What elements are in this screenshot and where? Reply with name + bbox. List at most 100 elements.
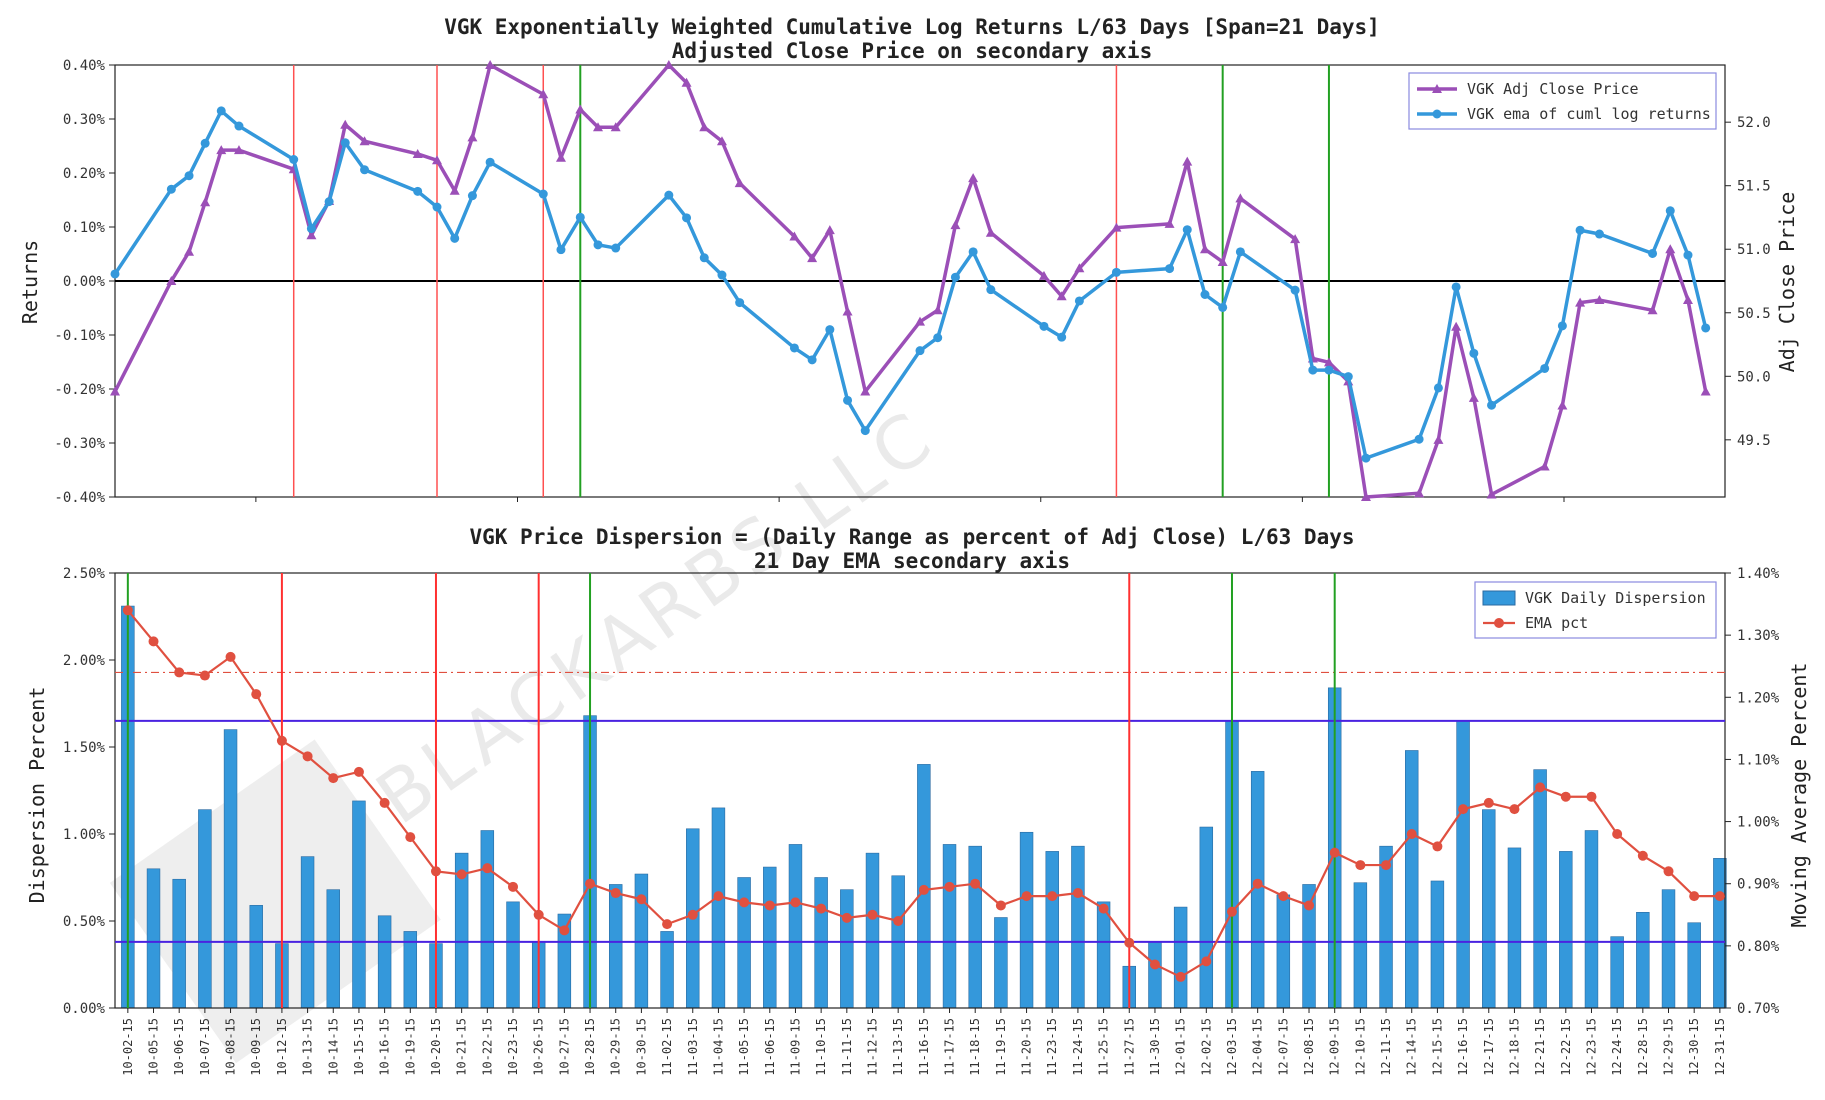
top-y-tick-label: 0.40% (63, 58, 106, 74)
ema-returns-data-point (789, 343, 799, 353)
bottom-x-tick-label: 12-18-15 (1507, 1018, 1521, 1076)
bottom-x-tick-label: 11-30-15 (1148, 1018, 1162, 1076)
price-data-point (1468, 392, 1479, 402)
bottom-y-tick-label: 2.00% (63, 653, 106, 669)
ema-returns-data-point (593, 240, 603, 250)
price-data-point (538, 89, 549, 99)
ema-returns-data-point (1701, 323, 1711, 333)
ema-pct-data-point (1509, 804, 1520, 815)
watermark: BLACKARBS LLC (109, 393, 950, 1064)
dispersion-bar (1456, 720, 1470, 1009)
dispersion-bar (1405, 750, 1419, 1009)
bottom-x-tick-label: 12-29-15 (1662, 1018, 1676, 1076)
price-data-point (968, 173, 979, 183)
dispersion-bar (1661, 889, 1676, 1009)
ema-returns-data-point (915, 346, 925, 356)
bottom-x-tick-label: 11-23-15 (1045, 1018, 1059, 1076)
top-y-tick-label: -0.20% (54, 382, 105, 398)
ema-returns-data-point (1665, 206, 1675, 216)
ema-pct-data-point (482, 863, 493, 874)
ema-pct-data-point (1355, 860, 1366, 871)
ema-pct-data-point (1304, 900, 1315, 911)
top-legend-label: VGK Adj Close Price (1467, 80, 1639, 98)
ema-pct-data-point (1252, 878, 1263, 889)
price-data-point (1111, 222, 1122, 232)
ema-returns-data-point (1361, 453, 1371, 463)
bottom-legend-label: EMA pct (1525, 614, 1588, 632)
dispersion-bar (1045, 851, 1059, 1009)
price-data-point (1700, 386, 1711, 396)
top-y2-tick-label: 51.5 (1737, 179, 1771, 195)
ema-returns-data-point (968, 247, 978, 257)
price-data-point (663, 60, 674, 69)
price-data-point (412, 148, 423, 158)
ema-pct-data-point (687, 909, 698, 920)
ema-returns-data-point (556, 245, 566, 255)
top-chart-subtitle: Adjusted Close Price on secondary axis (672, 39, 1152, 63)
top-y2-tick-label: 50.0 (1737, 369, 1771, 385)
ema-pct-data-point (1560, 791, 1571, 802)
ema-pct-data-point (893, 916, 904, 926)
bottom-x-tick-label: 10-07-15 (198, 1018, 212, 1076)
bottom-x-tick-label: 12-04-15 (1251, 1018, 1265, 1076)
price-data-point (610, 122, 621, 132)
bottom-x-tick-label: 12-08-15 (1302, 1018, 1316, 1076)
dispersion-bar (326, 889, 340, 1009)
bottom-x-tick-label: 10-22-15 (480, 1018, 494, 1076)
top-y2-tick-label: 51.0 (1737, 242, 1771, 258)
price-data-point (575, 104, 586, 114)
ema-returns-data-point (1039, 321, 1049, 331)
bottom-y2-tick-label: 1.00% (1737, 815, 1780, 831)
bottom-x-tick-label: 12-30-15 (1687, 1018, 1701, 1076)
price-data-point (950, 220, 961, 230)
bottom-x-tick-label: 12-17-15 (1482, 1018, 1496, 1076)
ema-returns-data-point (1165, 264, 1175, 274)
bottom-x-tick-label: 11-09-15 (788, 1018, 802, 1076)
ema-returns-data-point (682, 213, 692, 223)
ema-returns-data-point (1111, 267, 1121, 277)
bottom-x-tick-label: 11-06-15 (763, 1018, 777, 1076)
dispersion-bar (1019, 831, 1034, 1009)
price-data-point (789, 231, 800, 241)
bottom-y-axis-label: Dispersion Percent (25, 687, 49, 904)
ema-pct-data-point (1714, 891, 1725, 902)
ema-returns-data-point (1182, 225, 1192, 235)
ema-pct-data-point (1021, 891, 1032, 902)
ema-pct-data-point (636, 894, 647, 905)
top-y-tick-label: 0.30% (63, 112, 106, 128)
price-data-point (681, 77, 692, 87)
ema-pct-data-point (1381, 860, 1392, 871)
bottom-x-tick-label: 10-21-15 (455, 1018, 469, 1076)
ema-pct-data-point (1483, 797, 1494, 808)
top-chart-title: VGK Exponentially Weighted Cumulative Lo… (444, 15, 1380, 39)
price-data-point (233, 145, 244, 155)
dispersion-bar (1713, 858, 1727, 1009)
bottom-x-tick-label: 11-13-15 (891, 1018, 905, 1076)
bottom-x-tick-label: 11-10-15 (814, 1018, 828, 1076)
dispersion-bar (1610, 936, 1624, 1009)
ema-pct-data-point (174, 667, 185, 678)
price-data-point (359, 136, 370, 146)
ema-returns-data-point (1414, 434, 1424, 444)
bottom-x-tick-label: 10-12-15 (275, 1018, 289, 1076)
price-data-point (842, 306, 853, 316)
bottom-y2-tick-label: 0.80% (1737, 939, 1780, 955)
bottom-x-tick-label: 10-26-15 (532, 1018, 546, 1076)
bottom-x-tick-label: 11-11-15 (840, 1018, 854, 1076)
bottom-x-tick-label: 10-29-15 (609, 1018, 623, 1076)
bottom-x-tick-label: 10-08-15 (224, 1018, 238, 1076)
ema-returns-data-point (1451, 282, 1461, 292)
bottom-x-tick-label: 12-21-15 (1533, 1018, 1547, 1076)
price-data-point (432, 155, 442, 165)
ema-returns-data-point (340, 138, 350, 148)
ema-pct-data-point (1278, 891, 1289, 902)
ema-returns-data-point (1290, 285, 1300, 295)
price-data-point (1217, 256, 1228, 266)
bottom-y2-axis-label: Moving Average Percent (1787, 663, 1811, 928)
ema-pct-data-point (1406, 829, 1417, 839)
dispersion-bar (1096, 901, 1111, 1009)
dispersion-bar (403, 931, 418, 1009)
bottom-x-tick-label: 12-28-15 (1636, 1018, 1650, 1076)
top-legend-box (1408, 72, 1717, 130)
bottom-x-tick-label: 10-05-15 (147, 1018, 161, 1076)
